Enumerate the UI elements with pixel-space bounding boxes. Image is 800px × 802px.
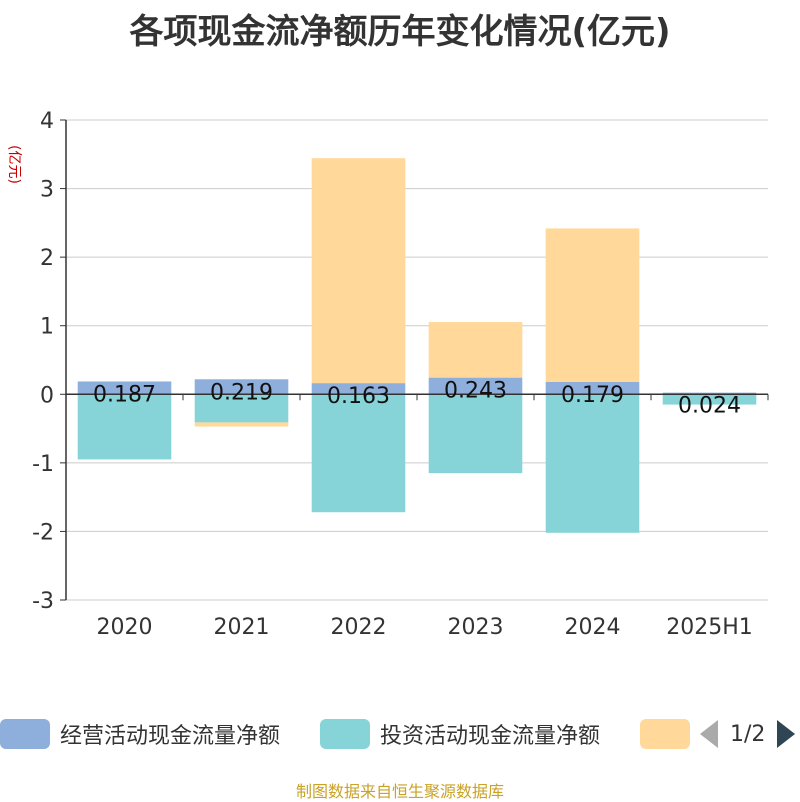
legend-pager: 1/2 bbox=[700, 716, 796, 752]
x-tick-label: 2022 bbox=[331, 615, 387, 640]
legend-swatch-financing bbox=[640, 719, 690, 749]
legend-item-investing[interactable]: 投资活动现金流量净额 bbox=[320, 716, 600, 752]
y-tick-label: -3 bbox=[32, 589, 54, 614]
y-tick-label: 1 bbox=[40, 315, 54, 340]
data-label: 0.243 bbox=[444, 379, 507, 404]
legend-item-financing[interactable] bbox=[640, 716, 690, 752]
bar-series-2-2024 bbox=[545, 228, 640, 383]
bars bbox=[77, 158, 757, 533]
chart-area: 4 3 2 1 0 -1 -2 -3 2020 2021 2022 2023 2024 2025H1 0.… bbox=[6, 109, 769, 640]
data-label: 0.024 bbox=[678, 394, 741, 419]
axes: 4 3 2 1 0 -1 -2 -3 2020 2021 2022 2023 2024 2025H1 bbox=[32, 109, 769, 640]
legend-page-indicator: 1/2 bbox=[730, 721, 766, 747]
y-tick-label: 0 bbox=[40, 383, 54, 408]
x-tick-label: 2024 bbox=[565, 615, 621, 640]
y-tick-label: -1 bbox=[32, 452, 54, 477]
legend-item-operating[interactable]: 经营活动现金流量净额 bbox=[0, 716, 280, 752]
data-label: 0.219 bbox=[210, 380, 273, 405]
x-tick-label: 2021 bbox=[214, 615, 270, 640]
bar-series-0-2023 bbox=[428, 377, 523, 395]
bar-series-2-2023 bbox=[428, 322, 523, 378]
data-source-note: 制图数据来自恒生聚源数据库 bbox=[295, 782, 504, 801]
bar-series-1-2022 bbox=[311, 394, 406, 513]
bar-series-0-2020 bbox=[77, 381, 172, 395]
bar-series-0-2022 bbox=[311, 383, 406, 395]
y-tick-label: 3 bbox=[40, 178, 54, 203]
data-labels: 0.187 0.219 0.163 0.243 0.179 0.024 bbox=[93, 379, 741, 419]
bar-series-1-2021 bbox=[194, 394, 289, 423]
grid-lines bbox=[66, 119, 768, 601]
chevron-right-icon[interactable] bbox=[777, 720, 796, 748]
bar-series-1-2025H1 bbox=[662, 394, 757, 405]
bar-series-1-2023 bbox=[428, 394, 523, 474]
legend-label-investing: 投资活动现金流量净额 bbox=[380, 724, 601, 749]
data-label: 0.163 bbox=[327, 384, 390, 409]
y-tick-label: 4 bbox=[40, 109, 54, 134]
bar-series-1-2020 bbox=[77, 394, 172, 460]
data-label: 0.187 bbox=[93, 382, 156, 407]
y-tick-label: 2 bbox=[40, 246, 54, 271]
data-label: 0.179 bbox=[561, 383, 624, 408]
y-axis-unit: (亿元) bbox=[6, 145, 22, 184]
legend-label-operating: 经营活动现金流量净额 bbox=[60, 724, 281, 749]
chevron-left-icon[interactable] bbox=[700, 720, 718, 748]
bar-series-2-2021 bbox=[194, 422, 289, 427]
legend-swatch-investing bbox=[320, 719, 370, 749]
legend-swatch-operating bbox=[0, 719, 50, 749]
bar-series-0-2024 bbox=[545, 382, 640, 395]
bar-series-1-2024 bbox=[545, 394, 640, 533]
legend: 经营活动现金流量净额 投资活动现金流量净额 bbox=[0, 716, 800, 756]
bar-series-2-2022 bbox=[311, 158, 406, 384]
x-tick-label: 2025H1 bbox=[666, 615, 753, 640]
bar-series-0-2021 bbox=[194, 379, 289, 395]
y-tick-label: -2 bbox=[32, 520, 54, 545]
chart-title: 各项现金流净额历年变化情况(亿元) bbox=[129, 12, 671, 52]
x-tick-label: 2023 bbox=[448, 615, 504, 640]
x-tick-label: 2020 bbox=[97, 615, 153, 640]
bar-series-0-2025H1 bbox=[662, 392, 757, 395]
